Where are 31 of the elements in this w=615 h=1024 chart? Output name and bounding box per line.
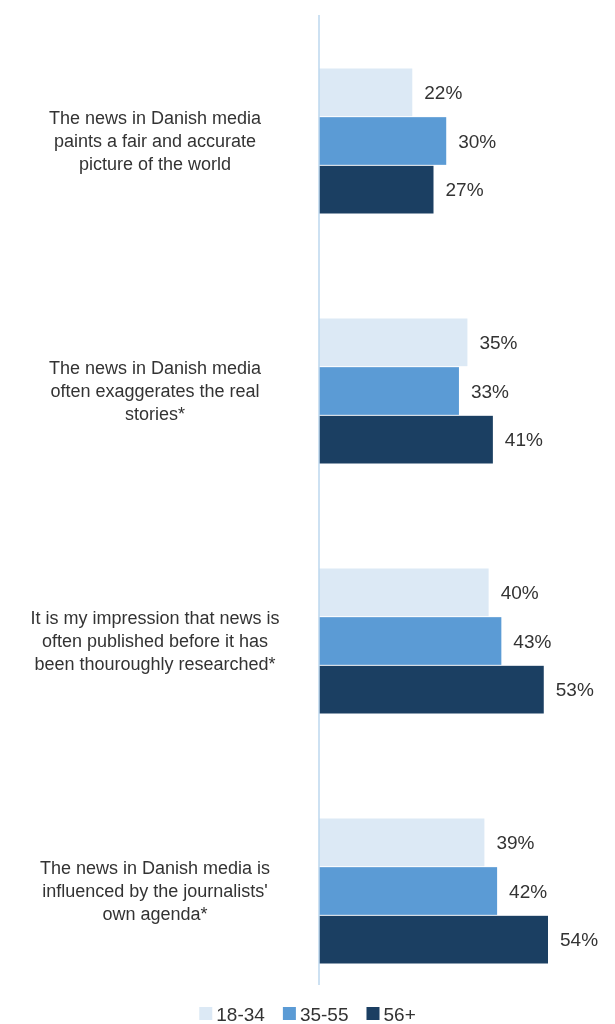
- bar: [319, 68, 413, 117]
- bar: [319, 665, 544, 714]
- bar: [319, 568, 489, 617]
- y-tick-label: The news in Danish media often exaggerates the real stories*: [48, 358, 263, 425]
- bar: [319, 367, 459, 415]
- legend-label: 18-34: [216, 1003, 266, 1024]
- y-tick-label: It is my impression that news is often published before it has been thouroughly researched*: [30, 608, 280, 675]
- bar: [319, 617, 502, 665]
- bar: [319, 318, 468, 367]
- data-label: 39%: [496, 831, 535, 853]
- data-label: 53%: [555, 679, 594, 701]
- bar: [319, 915, 548, 964]
- data-label: 40%: [500, 581, 539, 603]
- data-label: 30%: [458, 130, 497, 152]
- data-label: 42%: [509, 880, 548, 902]
- legend-label: 56+: [383, 1003, 416, 1024]
- bar: [319, 818, 485, 867]
- data-label: 27%: [445, 179, 484, 201]
- data-label: 43%: [513, 630, 552, 652]
- bar: [319, 117, 447, 165]
- data-label: 41%: [504, 429, 543, 451]
- data-label: 35%: [479, 331, 518, 353]
- data-label: 22%: [424, 81, 463, 103]
- bar: [319, 165, 434, 214]
- y-tick-label: The news in Danish media is influenced by the journalists' own agenda*: [39, 858, 271, 925]
- legend-label: 35-55: [299, 1003, 349, 1024]
- data-label: 33%: [470, 380, 510, 402]
- bar: [319, 415, 493, 464]
- y-tick-label: The news in Danish media paints a fair and accurate picture of the world: [48, 108, 263, 175]
- data-label: 54%: [560, 929, 599, 951]
- bar: [319, 867, 498, 915]
